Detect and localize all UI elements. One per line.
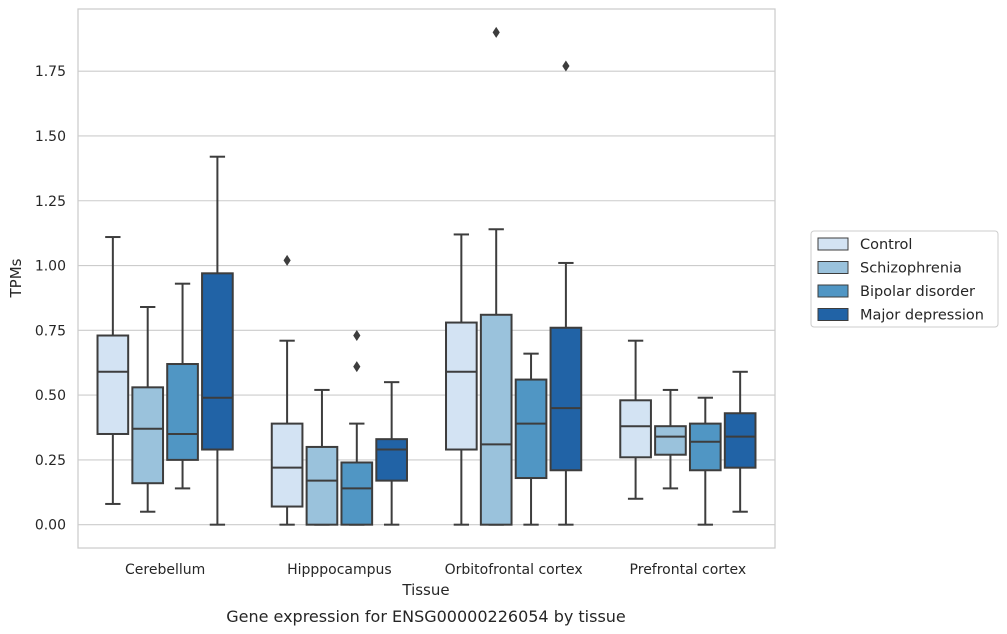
box-body bbox=[96, 334, 130, 435]
box-body bbox=[723, 412, 757, 469]
legend-label: Bipolar disorder bbox=[860, 284, 975, 300]
box-0-2 bbox=[445, 233, 478, 526]
x-axis-ticks: Cerebellum Hipppocampus Orbitofrontal cort… bbox=[125, 562, 746, 578]
box-body bbox=[654, 425, 687, 456]
legend-frame bbox=[810, 230, 999, 328]
box-2-0 bbox=[166, 282, 199, 490]
box-2-2 bbox=[514, 352, 548, 526]
box-3-2 bbox=[549, 60, 583, 526]
y-tick-label: 0.75 bbox=[35, 323, 66, 339]
y-tick-label: 1.25 bbox=[35, 194, 66, 210]
box-3-0 bbox=[201, 155, 234, 526]
y-axis-title: TPMs bbox=[7, 258, 25, 298]
outlier-point bbox=[353, 361, 361, 373]
box-body bbox=[305, 445, 339, 526]
box-body bbox=[688, 422, 722, 472]
box-body bbox=[375, 438, 408, 482]
box-1-2 bbox=[479, 26, 513, 526]
legend-swatch bbox=[817, 308, 849, 321]
box-body bbox=[479, 313, 513, 526]
y-tick-label: 0.50 bbox=[35, 388, 66, 404]
x-tick-label: Cerebellum bbox=[125, 562, 205, 578]
outlier-point bbox=[562, 60, 570, 72]
legend-label: Schizophrenia bbox=[860, 261, 962, 277]
boxes bbox=[96, 26, 757, 526]
box-0-0 bbox=[96, 236, 130, 505]
box-body bbox=[131, 386, 165, 485]
legend-swatch bbox=[817, 284, 849, 298]
box-0-1 bbox=[270, 254, 304, 526]
box-body bbox=[514, 378, 548, 480]
x-axis-title: Tissue bbox=[401, 581, 449, 599]
box-1-3 bbox=[654, 388, 687, 490]
chart-caption: Gene expression for ENSG00000226054 by t… bbox=[226, 607, 626, 626]
legend: Control Schizophrenia Bipolar disorder Majo… bbox=[810, 230, 999, 328]
box-2-3 bbox=[688, 396, 722, 526]
y-axis-ticks: 0.00 0.25 0.50 0.75 1.00 1.25 1.50 1.75 bbox=[35, 64, 66, 533]
outlier-point bbox=[283, 254, 291, 266]
box-3-3 bbox=[723, 370, 757, 513]
plot-area bbox=[77, 8, 776, 549]
box-0-3 bbox=[619, 339, 652, 500]
legend-label: Control bbox=[860, 237, 912, 253]
box-body bbox=[270, 422, 304, 508]
box-body bbox=[201, 272, 234, 451]
box-body bbox=[619, 399, 652, 459]
x-tick-label: Hipppocampus bbox=[287, 562, 392, 578]
y-tick-label: 0.25 bbox=[35, 453, 66, 469]
box-1-1 bbox=[305, 388, 339, 526]
y-tick-label: 0.00 bbox=[35, 518, 66, 534]
box-3-1 bbox=[375, 381, 408, 526]
box-2-1 bbox=[340, 330, 374, 526]
outlier-point bbox=[353, 330, 361, 342]
x-tick-label: Prefrontal cortex bbox=[630, 562, 747, 578]
y-tick-label: 1.00 bbox=[35, 259, 66, 275]
x-tick-label: Orbitofrontal cortex bbox=[445, 562, 583, 578]
y-tick-label: 1.50 bbox=[35, 129, 66, 145]
y-tick-label: 1.75 bbox=[35, 64, 66, 80]
box-body bbox=[445, 321, 478, 451]
box-1-0 bbox=[131, 306, 165, 513]
box-body bbox=[340, 461, 374, 526]
box-body bbox=[549, 326, 583, 472]
legend-label: Major depression bbox=[860, 308, 984, 324]
outlier-point bbox=[492, 26, 500, 38]
legend-swatch bbox=[817, 237, 849, 251]
legend-swatch bbox=[817, 261, 849, 274]
box-body bbox=[166, 363, 199, 461]
